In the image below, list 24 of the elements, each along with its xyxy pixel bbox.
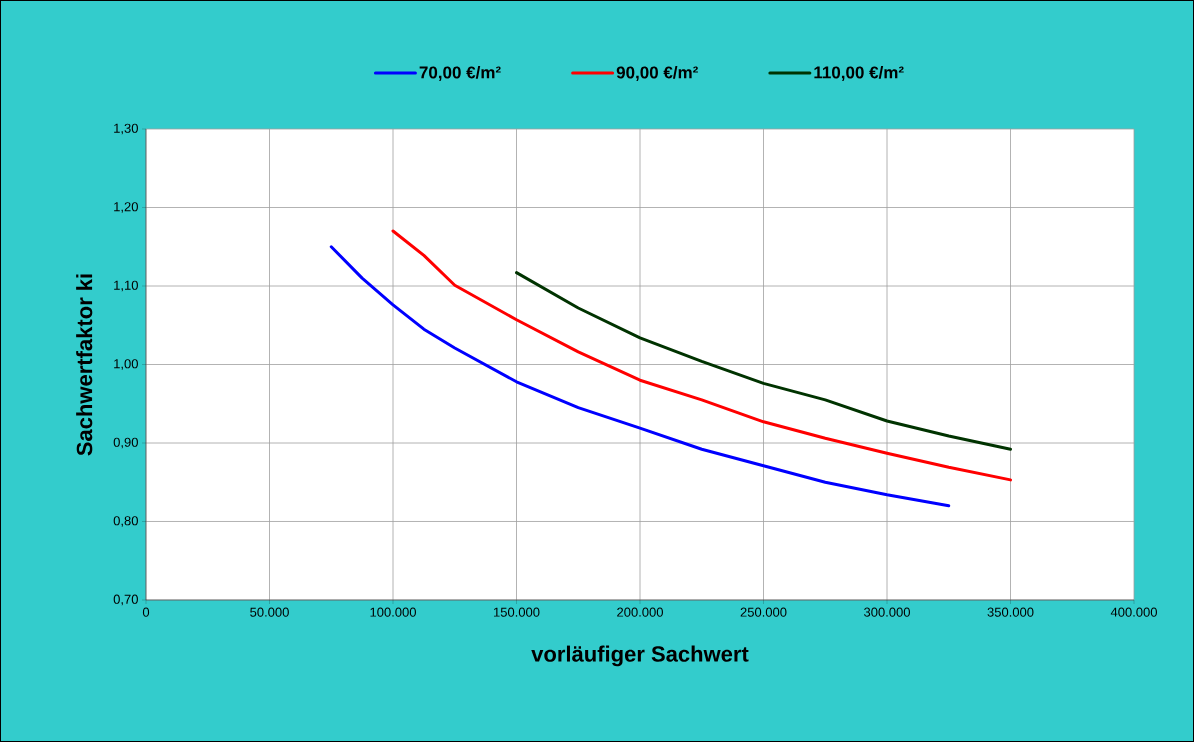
x-tick-label: 0: [142, 607, 150, 617]
line-series: [515, 271, 1012, 451]
x-tick-label: 350.000: [987, 607, 1034, 617]
legend-label: 110,00 €/m²: [814, 65, 904, 81]
x-tick-label: 400.000: [1110, 607, 1157, 617]
x-tick-label: 100.000: [370, 607, 416, 617]
x-tick-label: 50.000: [250, 607, 289, 617]
x-tick-label: 300.000: [864, 607, 910, 617]
y-tick-label: 1,00: [114, 359, 138, 370]
legend-label: 70,00 €/m²: [419, 65, 501, 81]
x-axis-title: vorläufiger Sachwert: [531, 645, 749, 667]
line-series: [329, 245, 951, 508]
y-tick-label: 0,80: [113, 516, 138, 527]
y-tick-label: 0,70: [113, 594, 138, 606]
y-tick-label: 1,10: [114, 280, 138, 292]
y-tick-label: 1,30: [114, 123, 138, 135]
y-axis-title: Sachwertfaktor ki: [76, 274, 93, 456]
x-tick-label: 200.000: [617, 607, 663, 617]
x-tick-label: 250.000: [740, 607, 787, 617]
x-tick-label: 150.000: [493, 607, 540, 617]
legend-label: 90,00 €/m²: [616, 65, 698, 81]
y-tick-label: 0,90: [113, 437, 138, 449]
y-tick-label: 1,20: [114, 202, 138, 213]
line-series: [391, 229, 1012, 482]
